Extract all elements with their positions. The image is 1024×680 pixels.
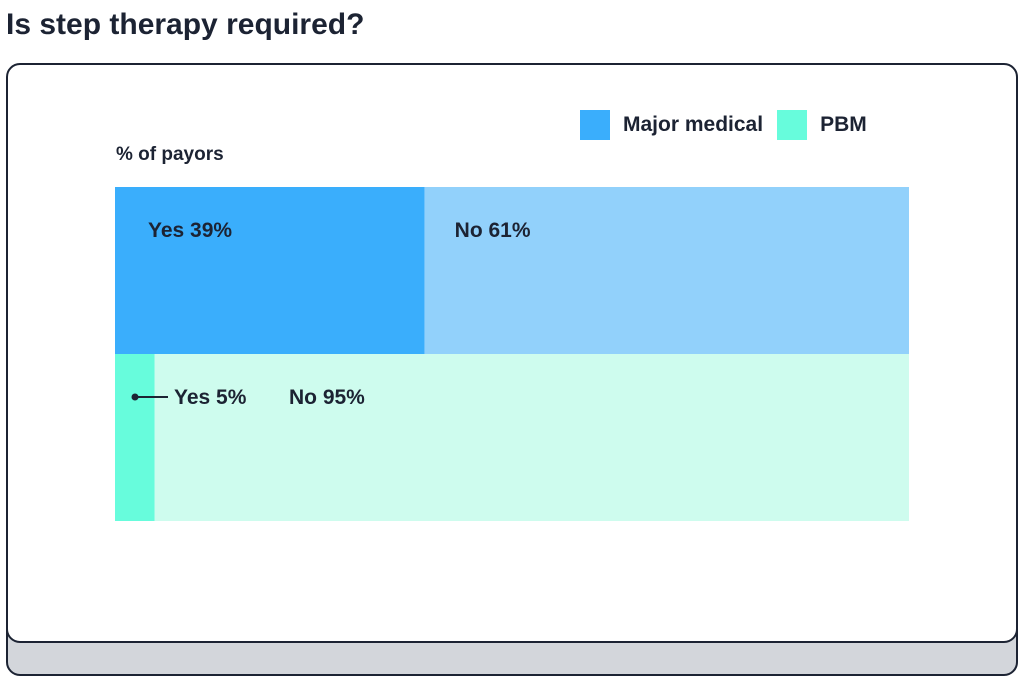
y-axis-label: % of payors xyxy=(116,144,224,165)
legend-item-major-medical: Major medical xyxy=(580,110,763,140)
bar-pbm-yes xyxy=(115,354,155,521)
label-pbm-no: No 95% xyxy=(289,386,365,409)
bar-major-medical-yes xyxy=(115,187,425,354)
label-major-medical-yes: Yes 39% xyxy=(148,219,232,242)
legend-label-pbm: PBM xyxy=(820,113,867,136)
bar-pbm-no xyxy=(154,354,909,521)
legend-swatch-pbm xyxy=(777,110,808,140)
legend: Major medical PBM xyxy=(580,110,881,140)
legend-swatch-major-medical xyxy=(580,110,610,140)
legend-label-major-medical: Major medical xyxy=(623,113,764,136)
label-pbm-yes: Yes 5% xyxy=(174,386,247,409)
bar-major-medical-no xyxy=(424,187,909,354)
legend-item-pbm: PBM xyxy=(777,110,867,140)
label-major-medical-no: No 61% xyxy=(455,219,531,242)
chart-title: Is step therapy required? xyxy=(6,8,365,41)
